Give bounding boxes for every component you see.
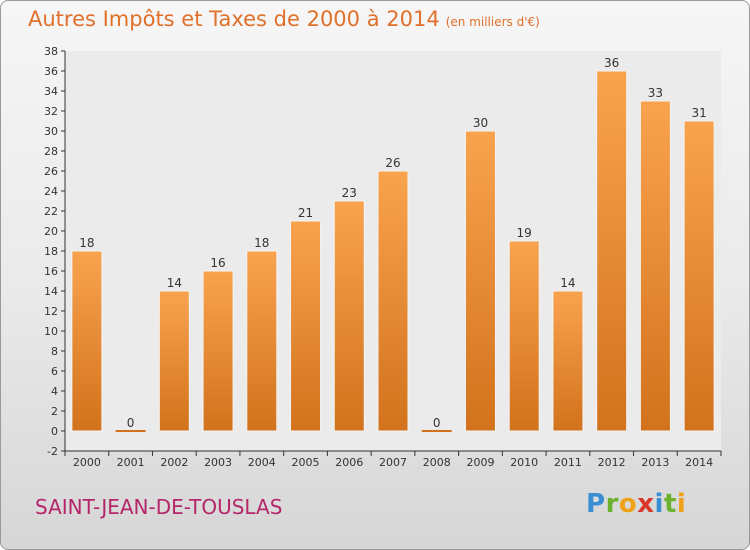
y-tick-label: -2 — [47, 445, 58, 458]
y-tick-label: 34 — [44, 85, 58, 98]
bar — [202, 270, 234, 432]
y-tick-label: 28 — [44, 145, 58, 158]
bar — [639, 100, 671, 432]
value-label: 16 — [210, 256, 225, 270]
y-tick-label: 8 — [51, 345, 58, 358]
x-tick-label: 2003 — [204, 456, 232, 469]
bar — [71, 250, 103, 432]
y-tick-label: 0 — [51, 425, 58, 438]
bar — [508, 240, 540, 432]
y-tick-label: 10 — [44, 325, 58, 338]
x-tick-label: 2009 — [466, 456, 494, 469]
value-label: 14 — [167, 276, 182, 290]
y-tick-label: 24 — [44, 185, 58, 198]
y-tick-label: 36 — [44, 65, 58, 78]
x-tick-label: 2005 — [292, 456, 320, 469]
logo-letter: i — [676, 489, 687, 519]
y-tick-label: 2 — [51, 405, 58, 418]
y-tick-label: 20 — [44, 225, 58, 238]
proxiti-logo: Proxiti — [586, 489, 686, 519]
subtitle-text: (en milliers d'€) — [445, 15, 540, 29]
x-tick-label: 2000 — [73, 456, 101, 469]
value-label: 30 — [473, 116, 488, 130]
y-tick-label: 18 — [44, 245, 58, 258]
bar — [683, 120, 715, 432]
x-tick-label: 2001 — [117, 456, 145, 469]
x-tick-label: 2012 — [598, 456, 626, 469]
x-tick-label: 2013 — [641, 456, 669, 469]
value-label: 18 — [254, 236, 269, 250]
logo-letter: P — [586, 489, 606, 519]
chart-title: Autres Impôts et Taxes de 2000 à 2014 (en… — [28, 7, 540, 31]
bar — [333, 200, 365, 432]
x-tick-label: 2011 — [554, 456, 582, 469]
x-tick-label: 2006 — [335, 456, 363, 469]
value-label: 18 — [79, 236, 94, 250]
title-text: Autres Impôts et Taxes de 2000 à 2014 — [28, 7, 440, 31]
y-tick-label: 26 — [44, 165, 58, 178]
y-tick-label: 14 — [44, 285, 58, 298]
x-tick-label: 2010 — [510, 456, 538, 469]
bar — [464, 130, 496, 432]
bar — [377, 170, 409, 432]
logo-letter: i — [654, 489, 664, 519]
value-label: 21 — [298, 206, 313, 220]
y-tick-label: 4 — [51, 385, 58, 398]
logo-letter: x — [637, 489, 655, 519]
y-tick-label: 12 — [44, 305, 58, 318]
value-label: 26 — [385, 156, 400, 170]
value-label: 31 — [691, 106, 706, 120]
value-label: 19 — [517, 226, 532, 240]
y-tick-label: 16 — [44, 265, 58, 278]
value-label: 14 — [560, 276, 575, 290]
value-label: 36 — [604, 56, 619, 70]
commune-name: SAINT-JEAN-DE-TOUSLAS — [35, 495, 283, 519]
y-tick-label: 32 — [44, 105, 58, 118]
y-tick-label: 38 — [44, 45, 58, 58]
y-tick-label: 30 — [44, 125, 58, 138]
x-tick-label: 2002 — [160, 456, 188, 469]
logo-letter: o — [618, 489, 638, 519]
bar — [552, 290, 584, 432]
x-tick-label: 2014 — [685, 456, 713, 469]
bar — [158, 290, 190, 432]
logo-letter: t — [663, 489, 677, 519]
x-tick-label: 2007 — [379, 456, 407, 469]
x-tick-label: 2004 — [248, 456, 276, 469]
bar — [596, 70, 628, 432]
x-tick-label: 2008 — [423, 456, 451, 469]
logo-letter: r — [605, 489, 619, 519]
value-label: 0 — [433, 416, 441, 430]
y-tick-label: 6 — [51, 365, 58, 378]
bar — [246, 250, 278, 432]
y-tick-label: 22 — [44, 205, 58, 218]
value-label: 33 — [648, 86, 663, 100]
value-label: 23 — [342, 186, 357, 200]
bar — [290, 220, 322, 432]
value-label: 0 — [127, 416, 135, 430]
